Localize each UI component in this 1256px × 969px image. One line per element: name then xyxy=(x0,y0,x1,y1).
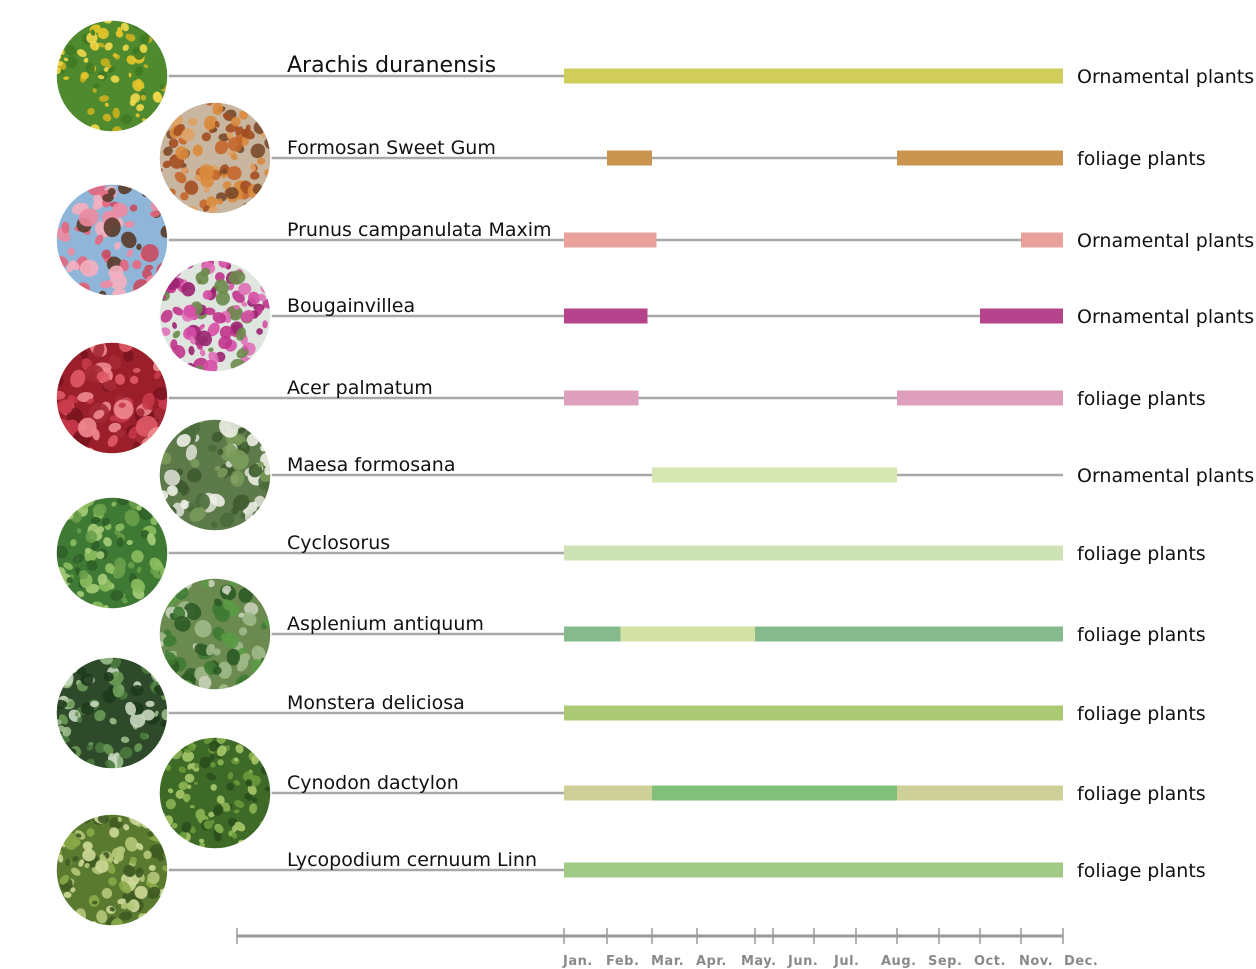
birds-nest-fern-photo xyxy=(159,578,271,690)
plant-name-label: Arachis duranensis xyxy=(287,53,496,78)
season-bar xyxy=(564,545,1063,561)
plant-name-label: Asplenium antiquum xyxy=(287,613,484,635)
plant-category-label: Ornamental plants xyxy=(1077,465,1254,487)
month-tick-label: Feb. xyxy=(606,954,639,969)
clubmoss-photo xyxy=(56,814,168,926)
plant-name-label: Cynodon dactylon xyxy=(287,772,459,794)
row-labels: Arachis duranensis Ornamental plants Formo… xyxy=(287,53,1254,882)
red-maple-photo xyxy=(56,342,168,454)
plant-category-label: Ornamental plants xyxy=(1077,66,1254,88)
plant-name-label: Lycopodium cernuum Linn xyxy=(287,849,537,871)
grass-photo xyxy=(159,737,271,849)
plant-category-label: foliage plants xyxy=(1077,860,1206,882)
month-tick-label: Oct. xyxy=(974,954,1006,969)
season-bar xyxy=(564,232,657,248)
plant-name-label: Cyclosorus xyxy=(287,532,390,554)
plant-category-label: foliage plants xyxy=(1077,624,1206,646)
fern-photo xyxy=(56,497,168,609)
plant-category-label: Ornamental plants xyxy=(1077,306,1254,328)
month-tick-label: May. xyxy=(741,954,777,969)
month-tick-label: Aug. xyxy=(881,954,917,969)
season-bar xyxy=(897,150,1063,166)
season-bar xyxy=(564,68,1063,84)
plant-name-label: Prunus campanulata Maxim xyxy=(287,219,552,241)
season-bar xyxy=(897,390,1063,406)
season-bar xyxy=(652,785,897,801)
plant-category-label: Ornamental plants xyxy=(1077,230,1254,252)
month-tick-label: Jun. xyxy=(787,954,818,969)
season-bar xyxy=(564,626,621,642)
season-bar xyxy=(564,390,639,406)
plant-category-label: foliage plants xyxy=(1077,783,1206,805)
magenta-tree-photo xyxy=(159,260,271,372)
month-tick-label: Nov. xyxy=(1019,954,1053,969)
month-tick-label: Jul. xyxy=(833,954,860,969)
plant-category-label: foliage plants xyxy=(1077,148,1206,170)
month-tick-label: Jan. xyxy=(562,954,593,969)
season-bar xyxy=(564,785,652,801)
season-bar xyxy=(897,785,1063,801)
season-bar xyxy=(1021,232,1063,248)
plant-category-label: foliage plants xyxy=(1077,543,1206,565)
season-bar xyxy=(620,626,755,642)
plant-category-label: foliage plants xyxy=(1077,703,1206,725)
white-flower-shrub-photo xyxy=(159,419,271,531)
plant-category-label: foliage plants xyxy=(1077,388,1206,410)
plant-thumbnails xyxy=(55,19,272,927)
season-bar xyxy=(564,862,1063,878)
month-tick-label: Apr. xyxy=(696,954,727,969)
season-bar xyxy=(564,308,648,324)
month-axis: Jan. Feb. Mar. Apr. May. Jun. Jul. Aug. Sep. Oct.… xyxy=(236,928,1098,969)
plant-name-label: Formosan Sweet Gum xyxy=(287,137,496,159)
plant-name-label: Maesa formosana xyxy=(287,454,455,476)
month-tick-label: Sep. xyxy=(928,954,962,969)
season-bar xyxy=(652,467,897,483)
pink-blossom-photo xyxy=(56,184,168,296)
season-bar xyxy=(607,150,652,166)
month-tick-label: Dec. xyxy=(1064,954,1098,969)
monstera-leaves-photo xyxy=(56,657,168,769)
season-bar xyxy=(564,705,1063,721)
plant-name-label: Monstera deliciosa xyxy=(287,692,465,714)
plant-name-label: Acer palmatum xyxy=(287,377,433,399)
season-bars xyxy=(564,68,1063,878)
month-tick-label: Mar. xyxy=(651,954,684,969)
autumn-tree-photo xyxy=(159,102,271,214)
season-bar xyxy=(755,626,1063,642)
season-bar xyxy=(980,308,1063,324)
plant-name-label: Bougainvillea xyxy=(287,295,415,317)
